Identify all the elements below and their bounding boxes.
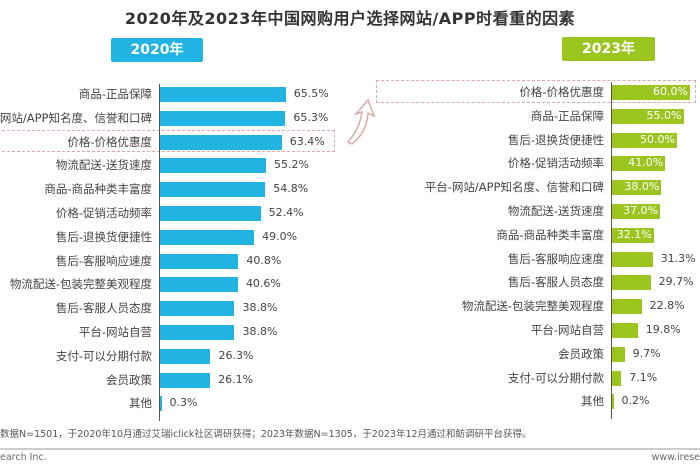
value-label: 60.0% [653, 85, 688, 98]
category-label: 售后-客服响应速度 [507, 251, 604, 266]
up-arrow-icon [346, 98, 376, 145]
website-text: www.irese [651, 452, 700, 463]
bar [160, 325, 235, 340]
value-label: 65.5% [293, 87, 329, 100]
bar [612, 370, 622, 386]
category-label: 物流配送-包装完整美观程度 [9, 277, 152, 292]
bar [160, 348, 211, 364]
bar [612, 85, 690, 100]
value-label: 26.3% [218, 348, 254, 362]
category-label: 支付-可以分期付款 [55, 348, 152, 363]
value-label: 32.1% [616, 227, 652, 241]
value-label: 52.4% [268, 206, 304, 219]
category-label: 商品-正品保障 [78, 87, 152, 101]
category-label: 商品-商品种类丰富度 [44, 182, 152, 197]
category-label: 价格-促销活动频率 [55, 206, 152, 220]
bar [612, 394, 614, 410]
value-label: 19.8% [645, 323, 681, 336]
value-label: 37.0% [623, 204, 659, 217]
bar [612, 323, 638, 338]
category-label: 平台-网站自营 [78, 325, 152, 339]
value-label: 38.8% [242, 325, 278, 338]
category-label: 售后-客服响应速度 [55, 253, 152, 268]
value-label: 9.7% [632, 346, 661, 360]
category-label: 其他 [581, 394, 604, 409]
bar [160, 134, 282, 150]
value-label: 41.0% [628, 156, 664, 170]
copyright-text: earch Inc. [0, 452, 47, 463]
value-label: 55.2% [273, 158, 309, 172]
bar [160, 372, 211, 388]
chart-title: 2020年及2023年中国网购用户选择网站/APP时看重的因素 [124, 9, 576, 28]
category-label: 价格-促销活动频率 [507, 156, 604, 171]
value-label: 49.0% [262, 229, 298, 243]
bar [612, 156, 666, 172]
category-label: 物流配送-包装完整美观程度 [461, 299, 604, 314]
category-label: 平台-网站自营 [530, 323, 604, 337]
axis-line-0 [159, 84, 160, 422]
bar [160, 229, 255, 245]
category-label: 支付-可以分期付款 [507, 370, 604, 385]
category-label: 平台-网站/APP知名度、信誉和口碑 [424, 180, 604, 195]
bar [160, 110, 286, 126]
value-label: 63.4% [289, 134, 325, 148]
value-label: 7.1% [629, 370, 658, 384]
panel-badge-2023: 2023年 [562, 37, 655, 61]
category-label: 平台-网站/APP知名度、信誉和口碑 [0, 110, 152, 125]
bar [612, 275, 651, 291]
value-label: 55.0% [646, 108, 682, 122]
bar [160, 182, 266, 198]
bar [160, 158, 266, 174]
bar [160, 206, 261, 221]
footnote: 数据N=1501，于2020年10月通过艾瑞iclick社区调研获得；2023年… [0, 429, 532, 440]
category-label: 价格-价格优惠度 [67, 134, 152, 149]
category-label: 会员政策 [558, 346, 604, 361]
category-label: 物流配送-送货速度 [55, 158, 152, 173]
category-label: 商品-正品保障 [530, 108, 604, 123]
value-label: 38.8% [242, 301, 278, 315]
bar [612, 204, 661, 219]
bar [612, 346, 625, 362]
axis-line-1 [611, 82, 612, 420]
category-label: 会员政策 [106, 372, 152, 387]
highlight-box-2020 [0, 130, 335, 152]
category-label: 其他 [129, 396, 152, 411]
category-label: 物流配送-送货速度 [507, 204, 604, 218]
panel-badge-2020: 2020年 [111, 38, 203, 62]
category-label: 售后-客服人员态度 [55, 301, 152, 316]
category-label: 商品-商品种类丰富度 [496, 227, 604, 242]
bar [160, 301, 235, 317]
category-label: 售后-退换货便捷性 [55, 229, 152, 244]
bar [612, 180, 662, 196]
value-label: 65.3% [293, 110, 329, 124]
bar [160, 396, 162, 412]
value-label: 22.8% [649, 299, 685, 313]
category-label: 价格-价格优惠度 [519, 85, 604, 99]
bar [160, 87, 286, 102]
bar [160, 277, 238, 293]
highlight-box-2023 [376, 80, 696, 103]
bar [612, 108, 684, 124]
value-label: 31.3% [660, 251, 696, 265]
bar [612, 299, 642, 315]
value-label: 0.3% [169, 396, 198, 410]
value-label: 40.6% [245, 277, 281, 291]
value-label: 0.2% [621, 394, 650, 408]
bar [612, 251, 653, 267]
value-label: 50.0% [640, 132, 675, 146]
bar [612, 132, 677, 148]
value-label: 38.0% [624, 180, 660, 194]
bar [612, 227, 654, 243]
value-label: 54.8% [273, 182, 309, 196]
value-label: 26.1% [218, 372, 254, 386]
value-label: 29.7% [658, 275, 694, 289]
footer-divider [0, 448, 700, 450]
value-label: 40.8% [246, 253, 282, 267]
category-label: 售后-退换货便捷性 [507, 132, 604, 147]
bar [160, 253, 239, 269]
category-label: 售后-客服人员态度 [507, 275, 604, 290]
